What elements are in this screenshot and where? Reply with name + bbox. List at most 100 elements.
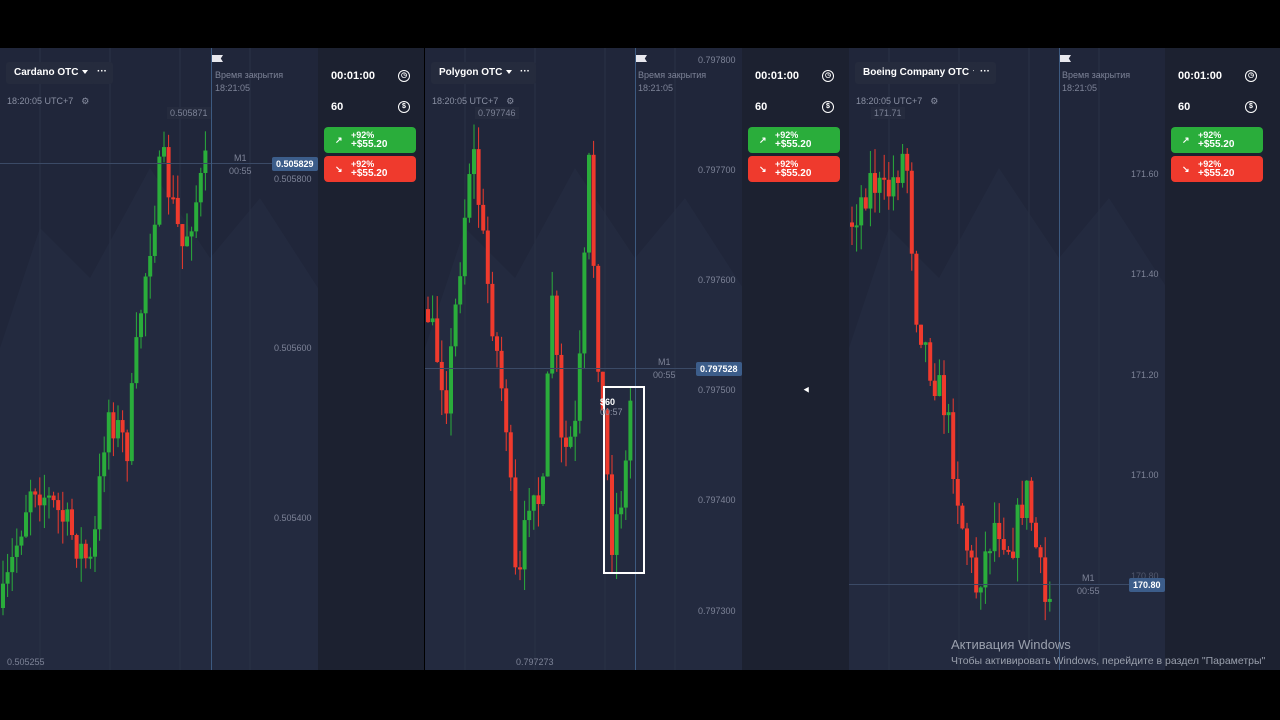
sell-down-button[interactable]: ↘ +92% +$55.20 xyxy=(324,156,416,182)
amount-field[interactable]: 60 $ xyxy=(324,95,416,119)
candle-body xyxy=(152,224,157,256)
arrow-down-right-icon: ↘ xyxy=(1182,164,1190,174)
buy-up-button[interactable]: ↗ +92% +$55.20 xyxy=(324,127,416,153)
duration-field[interactable]: 00:01:00 ◷ xyxy=(748,64,840,88)
candle-body xyxy=(518,567,522,570)
candle-body xyxy=(896,177,900,183)
payout-profit: +$55.20 xyxy=(1198,139,1235,150)
candle-body xyxy=(1029,480,1034,523)
buy-up-button[interactable]: ↗ +92% +$55.20 xyxy=(748,127,840,153)
trade-panel: 00:01:00 ◷ 60 $ ↗ +92% +$55.20 ↘ +92% +$55.20 xyxy=(1165,48,1280,670)
timeframe: M1 xyxy=(234,153,247,163)
amount-field[interactable]: 60 $ xyxy=(1171,95,1263,119)
mountain-background xyxy=(425,168,742,670)
mountain-background xyxy=(849,168,1165,670)
payout-percent: +92% xyxy=(1198,159,1222,169)
candle-body xyxy=(139,313,143,338)
candle-body xyxy=(180,224,185,247)
arrow-up-right-icon: ↗ xyxy=(759,135,767,145)
candle-body xyxy=(873,173,877,193)
candle-body xyxy=(1006,549,1011,552)
price-axis-label: 0.797600 xyxy=(698,275,736,285)
closing-time-line xyxy=(635,48,636,670)
arrow-down-right-icon: ↘ xyxy=(335,164,343,174)
candle-body xyxy=(541,476,545,505)
candle-body xyxy=(79,543,84,559)
candle-body xyxy=(1043,557,1048,602)
candle-body xyxy=(992,522,997,552)
current-price-tag: 0.505829 xyxy=(272,157,318,171)
candle-body xyxy=(577,353,582,421)
candle-body xyxy=(134,337,139,384)
candle-body xyxy=(426,309,430,323)
duration-field[interactable]: 00:01:00 ◷ xyxy=(1171,64,1263,88)
amount-value: 60 xyxy=(755,101,768,113)
candle-body xyxy=(937,375,942,397)
candle-body xyxy=(882,177,887,180)
candle-body xyxy=(435,318,440,362)
more-button[interactable]: ··· xyxy=(514,62,536,84)
timeframe: M1 xyxy=(658,357,671,367)
asset-selector[interactable]: Polygon OTC xyxy=(431,62,521,84)
candle-body xyxy=(485,230,490,284)
candle-body xyxy=(568,436,573,447)
closing-time-value: 18:21:05 xyxy=(1062,83,1098,93)
candle-body xyxy=(449,346,453,414)
asset-selector[interactable]: Cardano OTC xyxy=(6,62,97,84)
candle-body xyxy=(605,410,610,475)
gear-icon[interactable]: ⚙ xyxy=(930,96,939,106)
candle-body xyxy=(946,412,951,416)
candle-body xyxy=(476,149,481,205)
amount-value: 60 xyxy=(331,101,344,113)
candle-body xyxy=(923,342,928,345)
buy-up-button[interactable]: ↗ +92% +$55.20 xyxy=(1171,127,1263,153)
duration-value: 00:01:00 xyxy=(331,70,376,82)
candle-body xyxy=(203,150,208,173)
gear-icon[interactable]: ⚙ xyxy=(506,96,515,106)
arrow-up-right-icon: ↗ xyxy=(1182,135,1190,145)
candle-body xyxy=(536,495,541,505)
candle-body xyxy=(850,222,854,227)
price-axis-label: 0.797500 xyxy=(698,385,736,395)
candle-body xyxy=(859,197,864,226)
bottom-letterbox xyxy=(0,670,1280,720)
countdown: 00:55 xyxy=(653,370,676,380)
candle-body xyxy=(545,373,550,477)
candle-body xyxy=(70,509,74,536)
candle-body xyxy=(932,380,937,397)
price-chart[interactable]: Время закрытия 18:21:05 Polygon OTC ··· 1… xyxy=(425,48,742,670)
candle-body xyxy=(10,556,15,573)
sell-down-button[interactable]: ↘ +92% +$55.20 xyxy=(748,156,840,182)
trade-panel: 00:01:00 ◷ 60 $ ↗ +92% +$55.20 ↘ +92% +$55.20 xyxy=(742,48,849,670)
price-chart[interactable]: Время закрытия 18:21:05 Cardano OTC ··· 1… xyxy=(0,48,318,670)
candle-body xyxy=(978,587,983,593)
caret-down-icon xyxy=(506,70,513,75)
duration-field[interactable]: 00:01:00 ◷ xyxy=(324,64,416,88)
chart-panel-polygon: Время закрытия 18:21:05 Polygon OTC ··· 1… xyxy=(425,48,849,670)
candle-body xyxy=(1024,480,1029,518)
open-trade-marker[interactable]: $60 00:57 xyxy=(600,397,623,417)
candle-body xyxy=(33,491,38,495)
candle-body xyxy=(83,543,88,559)
price-chart[interactable]: Время закрытия 18:21:05 Boeing Company OT… xyxy=(849,48,1165,670)
candle-body xyxy=(198,172,203,203)
more-button[interactable]: ··· xyxy=(91,62,113,84)
price-axis-label: 171.20 xyxy=(1131,370,1159,380)
more-button[interactable]: ··· xyxy=(974,62,996,84)
amount-field[interactable]: 60 $ xyxy=(748,95,840,119)
asset-selector[interactable]: Boeing Company OTC xyxy=(855,62,988,84)
candle-body xyxy=(955,479,960,506)
candlestick-chart xyxy=(0,48,318,670)
candle-body xyxy=(1015,504,1020,558)
sell-down-button[interactable]: ↘ +92% +$55.20 xyxy=(1171,156,1263,182)
candle-body xyxy=(453,304,458,347)
payout-percent: +92% xyxy=(775,159,799,169)
price-axis-label: 170.80 xyxy=(1131,571,1159,581)
closing-time: Время закрытия 18:21:05 xyxy=(215,69,283,95)
closing-time-value: 18:21:05 xyxy=(638,83,674,93)
gear-icon[interactable]: ⚙ xyxy=(81,96,90,106)
candle-body xyxy=(868,173,873,209)
current-price-line xyxy=(0,163,318,164)
candle-body xyxy=(974,557,979,593)
closing-time-line xyxy=(211,48,212,670)
